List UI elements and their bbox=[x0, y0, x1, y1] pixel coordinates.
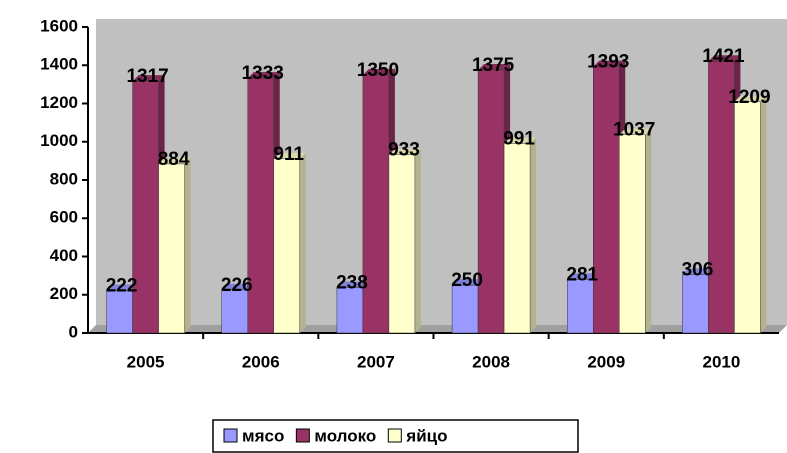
data-label: 1350 bbox=[357, 60, 399, 81]
bar-top bbox=[452, 279, 485, 286]
bar bbox=[503, 143, 531, 334]
data-label: 1375 bbox=[472, 55, 515, 76]
data-label: 1393 bbox=[587, 52, 629, 73]
bar bbox=[567, 279, 594, 334]
legend-swatch bbox=[387, 428, 402, 443]
data-label: 1209 bbox=[728, 87, 770, 108]
legend-label: мясо bbox=[242, 426, 284, 445]
data-label: 306 bbox=[682, 259, 714, 280]
y-tick-label: 1600 bbox=[40, 16, 78, 35]
y-tick-label: 600 bbox=[50, 208, 78, 227]
bar-side bbox=[184, 157, 191, 333]
bar bbox=[682, 274, 709, 334]
bar bbox=[273, 158, 300, 334]
bar bbox=[619, 134, 646, 334]
x-tick-label: 2008 bbox=[472, 352, 510, 371]
bar-top bbox=[682, 268, 715, 275]
bar-top bbox=[734, 95, 767, 102]
x-tick-label: 2005 bbox=[127, 352, 165, 371]
y-tick-label: 400 bbox=[50, 246, 78, 265]
bar-top bbox=[106, 284, 139, 291]
bar-top bbox=[708, 55, 741, 62]
legend-swatch bbox=[295, 428, 310, 443]
data-label: 933 bbox=[388, 140, 420, 161]
bar-top bbox=[273, 152, 306, 159]
bar-top bbox=[593, 60, 626, 67]
data-label: 991 bbox=[503, 128, 535, 149]
bar bbox=[132, 80, 159, 334]
bar bbox=[451, 284, 479, 334]
bar-top bbox=[132, 75, 165, 82]
data-label: 238 bbox=[336, 272, 368, 293]
data-label: 1317 bbox=[126, 66, 168, 87]
y-tick-label: 200 bbox=[50, 284, 78, 303]
data-label: 1333 bbox=[242, 63, 284, 84]
legend-label: яйцо bbox=[405, 426, 447, 445]
bar-side bbox=[760, 95, 767, 333]
y-tick-label: 800 bbox=[50, 169, 78, 188]
x-tick-label: 2007 bbox=[357, 352, 395, 371]
data-label: 226 bbox=[221, 275, 253, 296]
x-tick-label: 2010 bbox=[703, 352, 741, 371]
legend-label: молоко bbox=[314, 426, 376, 445]
bar-top bbox=[567, 273, 600, 280]
bar bbox=[734, 101, 761, 334]
data-label: 281 bbox=[566, 264, 598, 285]
bar-side bbox=[299, 152, 306, 333]
bar bbox=[593, 66, 620, 334]
bar-side bbox=[645, 128, 652, 333]
bar-top bbox=[388, 148, 421, 155]
bar bbox=[477, 69, 505, 334]
legend-swatch bbox=[223, 428, 238, 443]
bar bbox=[388, 154, 416, 334]
bar-top bbox=[221, 283, 254, 290]
data-label: 222 bbox=[106, 276, 138, 297]
bar-top bbox=[619, 128, 652, 135]
bar-top bbox=[504, 137, 537, 144]
bar-top bbox=[362, 68, 395, 75]
floor bbox=[88, 325, 787, 333]
y-tick-label: 0 bbox=[69, 322, 78, 341]
bar bbox=[362, 74, 390, 334]
bar-side bbox=[530, 137, 537, 333]
y-tick-label: 1000 bbox=[40, 131, 78, 150]
y-tick-label: 1200 bbox=[40, 93, 78, 112]
bar-top bbox=[478, 64, 511, 71]
bar bbox=[247, 77, 274, 334]
data-label: 1421 bbox=[702, 46, 745, 67]
x-tick-label: 2006 bbox=[242, 352, 280, 371]
bar bbox=[158, 163, 185, 334]
bar bbox=[106, 290, 133, 334]
x-tick-label: 2009 bbox=[587, 352, 625, 371]
bar bbox=[336, 287, 364, 334]
data-label: 911 bbox=[273, 144, 304, 165]
bar bbox=[708, 60, 735, 334]
bar-top bbox=[158, 157, 191, 164]
bar-top bbox=[247, 72, 280, 79]
y-tick-label: 1400 bbox=[40, 55, 78, 74]
data-label: 1037 bbox=[613, 120, 655, 141]
bar-top bbox=[336, 281, 369, 288]
data-label: 250 bbox=[451, 270, 483, 291]
bar-side bbox=[414, 148, 421, 333]
data-label: 884 bbox=[158, 149, 190, 170]
bar bbox=[221, 289, 248, 334]
